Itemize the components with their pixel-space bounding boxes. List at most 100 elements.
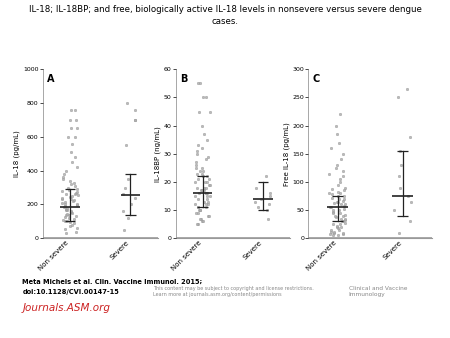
Point <box>339 219 346 224</box>
Point <box>196 208 203 213</box>
Point <box>200 95 207 100</box>
Point <box>72 107 79 113</box>
Point <box>73 126 80 131</box>
Point <box>196 216 203 221</box>
Point <box>194 221 202 227</box>
Point <box>396 174 403 179</box>
Point <box>196 109 203 114</box>
Point <box>125 215 132 221</box>
Point <box>326 231 333 237</box>
Point <box>58 188 66 194</box>
Text: IL-18; IL-18BP; and free, biologically active IL-18 levels in nonsevere versus s: IL-18; IL-18BP; and free, biologically a… <box>28 5 422 26</box>
Point <box>340 168 347 173</box>
Point <box>67 182 74 187</box>
Point <box>202 191 209 196</box>
Point <box>73 202 81 207</box>
Point <box>195 204 202 210</box>
Point <box>338 216 345 221</box>
Point <box>199 168 207 173</box>
Point <box>199 174 207 179</box>
Y-axis label: IL-18BP (ng/mL): IL-18BP (ng/mL) <box>154 126 161 182</box>
Point <box>206 182 213 188</box>
Point <box>334 193 342 199</box>
Point <box>333 223 341 228</box>
Point <box>326 204 333 210</box>
Point <box>69 198 76 204</box>
Point <box>127 202 135 207</box>
Point <box>341 216 348 221</box>
Point <box>204 179 211 185</box>
Point <box>61 204 68 210</box>
Point <box>68 222 75 227</box>
Text: Journals.ASM.org: Journals.ASM.org <box>22 303 111 313</box>
Point <box>194 143 202 148</box>
Point <box>193 171 200 176</box>
Text: This content may be subject to copyright and license restrictions.
Learn more at: This content may be subject to copyright… <box>153 286 314 297</box>
Point <box>196 168 203 173</box>
Point <box>192 179 199 185</box>
Point <box>59 200 66 206</box>
Point <box>329 208 337 213</box>
Point <box>71 191 78 196</box>
Point <box>252 199 259 204</box>
Point <box>342 218 349 223</box>
Point <box>334 225 342 231</box>
Text: doi:10.1128/CVI.00147-15: doi:10.1128/CVI.00147-15 <box>22 289 119 295</box>
Point <box>198 188 205 193</box>
Point <box>202 179 209 185</box>
Point <box>63 219 70 224</box>
Point <box>68 149 75 155</box>
Point <box>194 210 201 216</box>
Point <box>68 126 75 131</box>
Point <box>131 107 138 113</box>
Point <box>405 193 412 199</box>
Point <box>73 117 80 123</box>
Point <box>203 202 210 207</box>
Point <box>407 219 414 224</box>
Point <box>336 221 343 227</box>
Point <box>327 204 334 210</box>
Point <box>333 224 341 230</box>
Point <box>407 199 414 204</box>
Point <box>201 188 208 193</box>
Point <box>341 196 348 201</box>
Point <box>59 197 66 202</box>
Point <box>193 148 200 154</box>
Point <box>66 117 73 123</box>
Point <box>191 202 198 207</box>
Point <box>328 145 335 151</box>
Point <box>338 202 345 207</box>
Point <box>329 221 336 227</box>
Point <box>262 174 270 179</box>
Point <box>336 112 343 117</box>
Point <box>61 203 68 209</box>
Point <box>68 209 75 214</box>
Point <box>125 176 132 182</box>
Point <box>71 134 78 140</box>
Point <box>63 208 70 213</box>
Point <box>192 160 199 165</box>
Point <box>333 215 340 220</box>
Point <box>201 131 208 137</box>
Point <box>195 81 202 86</box>
Point <box>207 182 214 188</box>
Point <box>339 230 346 235</box>
Point <box>202 95 210 100</box>
Point <box>342 212 349 217</box>
Point <box>326 171 333 176</box>
Point <box>404 86 411 92</box>
Point <box>335 233 342 238</box>
Point <box>63 211 70 217</box>
Point <box>202 191 209 196</box>
Point <box>339 174 346 179</box>
Point <box>407 134 414 140</box>
Point <box>328 195 335 200</box>
Point <box>63 205 71 211</box>
Point <box>74 187 81 192</box>
Point <box>194 221 201 227</box>
Point <box>68 141 76 146</box>
Point <box>193 185 200 190</box>
Point <box>68 210 76 216</box>
Point <box>67 220 74 225</box>
Point <box>192 165 199 171</box>
